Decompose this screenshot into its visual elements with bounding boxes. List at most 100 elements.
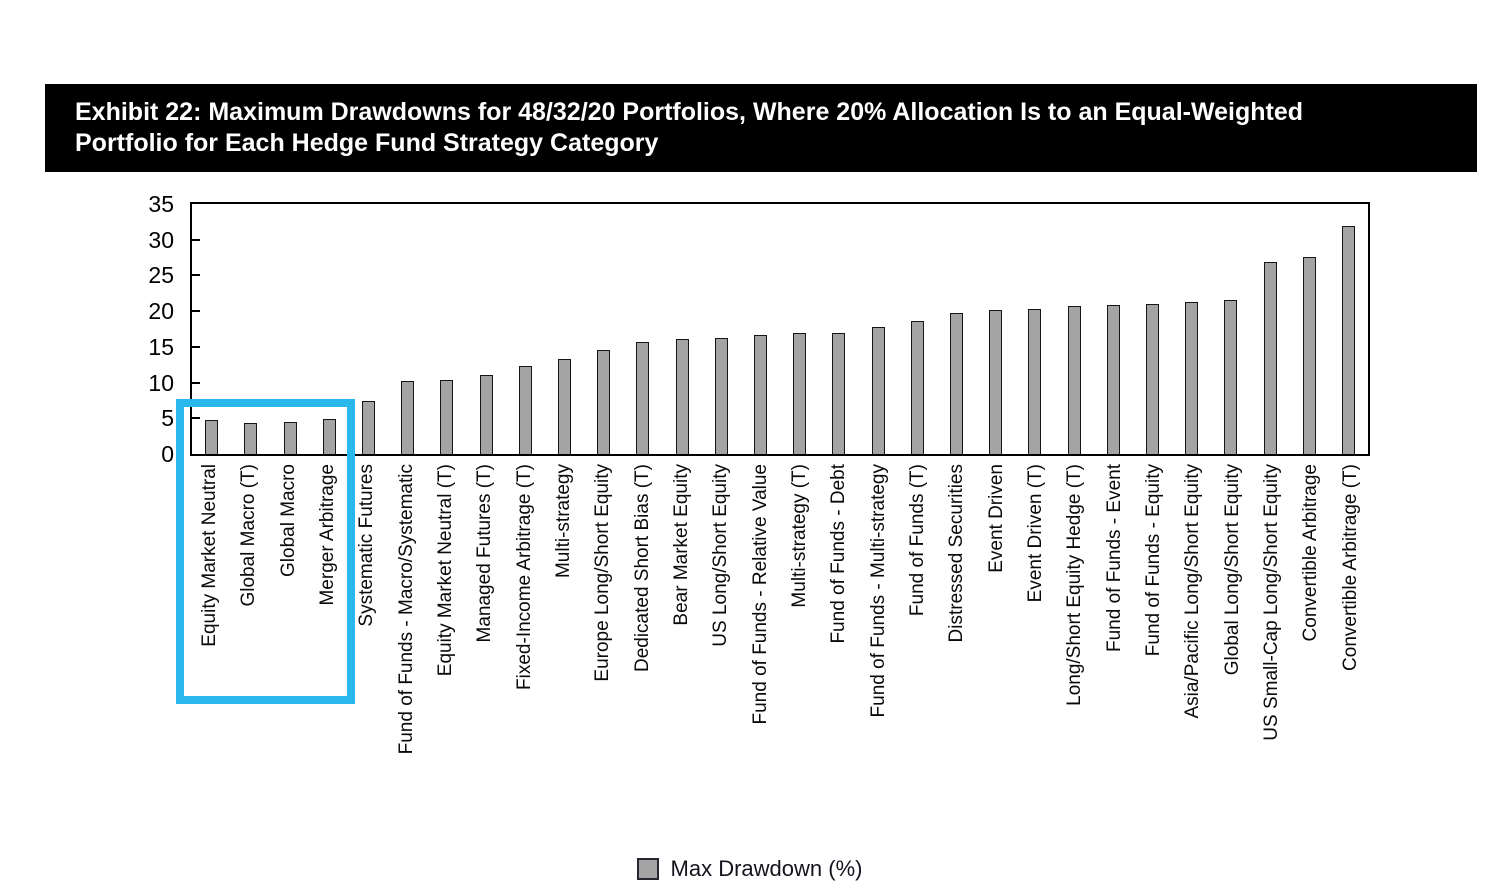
bar [793, 333, 807, 454]
x-axis-label: Managed Futures (T) [474, 464, 496, 643]
x-axis-label-cell: Fund of Funds - Macro/Systematic [387, 464, 426, 830]
bar [322, 419, 336, 454]
bar [1145, 304, 1159, 454]
bar [714, 337, 728, 454]
y-axis-tick-label: 15 [148, 333, 174, 360]
y-axis-tick-label: 0 [161, 441, 174, 467]
x-axis-label: US Small-Cap Long/Short Equity [1261, 464, 1283, 741]
bar [675, 339, 689, 454]
x-axis-label-cell: Multi-strategy (T) [780, 464, 819, 830]
bar [1185, 301, 1199, 454]
x-axis-label: Distressed Securities [946, 464, 968, 643]
bar [1028, 309, 1042, 454]
x-axis-label: Convertible Arbitrage (T) [1339, 464, 1361, 671]
bar [636, 341, 650, 454]
bar [283, 421, 297, 454]
bar [518, 366, 532, 454]
x-axis-label-cell: Global Macro (T) [229, 464, 268, 830]
y-axis-tick-label: 35 [148, 191, 174, 217]
x-axis-labels: Equity Market Neutral Global Macro (T) Glo… [190, 464, 1370, 830]
x-axis-label: Equity Market Neutral (T) [435, 464, 457, 677]
bar [205, 420, 219, 454]
bar [401, 381, 415, 454]
x-axis-label: Global Macro [277, 464, 299, 577]
x-axis-label-cell: Managed Futures (T) [465, 464, 504, 830]
bar [989, 310, 1003, 454]
bar [361, 401, 375, 454]
bar [949, 313, 963, 454]
bar [1302, 256, 1316, 454]
bar [597, 349, 611, 454]
x-axis-label: Multi-strategy [553, 464, 575, 579]
x-axis-label-cell: Fund of Funds - Debt [819, 464, 858, 830]
x-axis-label-cell: Global Macro [269, 464, 308, 830]
bar [1106, 304, 1120, 454]
x-axis-label: Multi-strategy (T) [789, 464, 811, 608]
bar [832, 332, 846, 454]
x-axis-label: Fund of Funds - Macro/Systematic [395, 464, 417, 755]
x-axis-label: Bear Market Equity [671, 464, 693, 626]
x-axis-label-cell: Dedicated Short Bias (T) [623, 464, 662, 830]
x-axis-label-cell: Fund of Funds - Event [1095, 464, 1134, 830]
x-axis-label-cell: Equity Market Neutral (T) [426, 464, 465, 830]
x-axis-label-cell: Global Long/Short Equity [1213, 464, 1252, 830]
x-axis-label: Global Long/Short Equity [1221, 464, 1243, 676]
x-axis-label-cell: Convertible Arbitrage [1291, 464, 1330, 830]
bar [479, 375, 493, 454]
bar [871, 326, 885, 454]
y-axis-tick-label: 20 [148, 298, 174, 325]
x-axis-label: Event Driven (T) [1025, 464, 1047, 603]
x-axis-label-cell: Long/Short Equity Hedge (T) [1055, 464, 1094, 830]
y-axis-tick-label: 25 [148, 262, 174, 289]
bar [1263, 261, 1277, 454]
bar [440, 379, 454, 454]
y-axis-tick-mark [192, 417, 200, 420]
legend-swatch [636, 858, 659, 880]
x-axis-label-cell: Systematic Futures [347, 464, 386, 830]
y-axis-tick-label: 5 [161, 405, 174, 432]
x-axis-label-cell: Merger Arbitrage [308, 464, 347, 830]
bar [1341, 226, 1355, 454]
bar [910, 321, 924, 454]
bar [244, 422, 258, 454]
x-axis-label-cell: US Small-Cap Long/Short Equity [1252, 464, 1291, 830]
x-axis-label: Fixed-Income Arbitrage (T) [513, 464, 535, 690]
x-axis-label-cell: Convertible Arbitrage (T) [1331, 464, 1370, 830]
exhibit-title-line1: Exhibit 22: Maximum Drawdowns for 48/32/… [75, 98, 1304, 126]
bar [753, 334, 767, 454]
x-axis-label-cell: Fixed-Income Arbitrage (T) [505, 464, 544, 830]
exhibit-title-banner: Exhibit 22: Maximum Drawdowns for 48/32/… [45, 84, 1477, 172]
x-axis-label: Fund of Funds - Relative Value [749, 464, 771, 725]
x-axis-label: Event Driven [985, 464, 1007, 573]
x-axis-label: Merger Arbitrage [317, 464, 339, 606]
legend: Max Drawdown (%) [0, 856, 1499, 882]
y-axis-tick-mark [192, 310, 200, 313]
chart-plot-area [190, 202, 1370, 456]
x-axis-label: Asia/Pacific Long/Short Equity [1182, 464, 1204, 719]
x-axis-label: Fund of Funds (T) [907, 464, 929, 617]
x-axis-label: US Long/Short Equity [710, 464, 732, 647]
x-axis-label-cell: Fund of Funds (T) [898, 464, 937, 830]
x-axis-label: Systematic Futures [356, 464, 378, 627]
x-axis-label: Dedicated Short Bias (T) [631, 464, 653, 673]
y-axis-tick-label: 30 [148, 226, 174, 253]
x-axis-label: Global Macro (T) [238, 464, 260, 607]
x-axis-label: Long/Short Equity Hedge (T) [1064, 464, 1086, 706]
x-axis-label-cell: Event Driven (T) [1016, 464, 1055, 830]
x-axis-label: Convertible Arbitrage [1300, 464, 1322, 642]
bar [1224, 299, 1238, 454]
x-axis-label-cell: Asia/Pacific Long/Short Equity [1173, 464, 1212, 830]
y-axis-tick-mark [192, 381, 200, 384]
y-axis-tick-label: 10 [148, 369, 174, 396]
x-axis-label-cell: US Long/Short Equity [701, 464, 740, 830]
x-axis-label-cell: Distressed Securities [937, 464, 976, 830]
x-axis-label: Fund of Funds - Debt [828, 464, 850, 644]
x-axis-label: Equity Market Neutral [199, 464, 221, 647]
x-axis-label-cell: Multi-strategy [544, 464, 583, 830]
bar [557, 359, 571, 454]
bar [1067, 306, 1081, 454]
x-axis-label: Europe Long/Short Equity [592, 464, 614, 682]
x-axis-label: Fund of Funds - Event [1103, 464, 1125, 652]
x-axis-label-cell: Equity Market Neutral [190, 464, 229, 830]
x-axis-label: Fund of Funds - Equity [1143, 464, 1165, 657]
